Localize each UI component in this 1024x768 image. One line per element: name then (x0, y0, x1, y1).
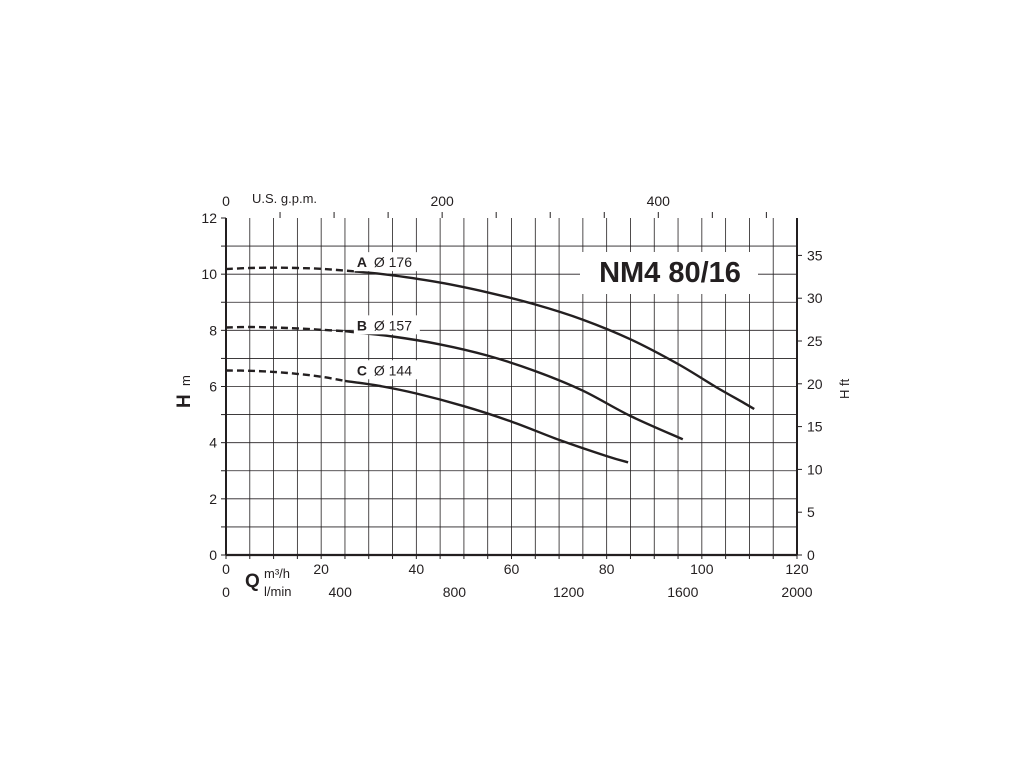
x-tick-label-m3h: 60 (504, 561, 520, 577)
chart-title: NM4 80/16 (599, 257, 741, 289)
top-axis-unit: U.S. g.p.m. (252, 191, 317, 206)
curve-b-dashed (225, 325, 346, 333)
bottom-axis-m3h-unit: m³/h (264, 566, 290, 581)
curve-a-solid (354, 270, 755, 411)
x-tick-label-m3h: 120 (785, 561, 809, 577)
right-axis-title: H ft (837, 378, 852, 399)
series-diameter-a: Ø 176 (374, 254, 412, 270)
x-tick-label-lmin: 400 (329, 584, 353, 600)
series-label-c: C (357, 362, 367, 378)
right-tick-label: 10 (807, 461, 823, 477)
y-tick-label: 4 (209, 435, 217, 451)
top-tick-label-gpm: 400 (647, 193, 671, 209)
right-tick-label: 35 (807, 247, 823, 263)
y-tick-label: 8 (209, 322, 217, 338)
right-tick-label: 25 (807, 333, 823, 349)
series-label-b: B (357, 317, 367, 333)
top-tick-label-gpm: 0 (222, 193, 230, 209)
right-tick-label: 30 (807, 290, 823, 306)
performance-curves (225, 266, 755, 464)
series-diameter-b: Ø 157 (374, 317, 412, 333)
series-label-backdrop (353, 252, 420, 272)
x-tick-label-m3h: 100 (690, 561, 714, 577)
x-tick-label-lmin: 800 (443, 584, 467, 600)
y-tick-label: 0 (209, 547, 217, 563)
series-label-a: A (357, 254, 367, 270)
right-tick-label: 5 (807, 504, 815, 520)
y-tick-label: 12 (201, 210, 217, 226)
x-tick-label-m3h: 20 (313, 561, 329, 577)
y-tick-label: 6 (209, 379, 217, 395)
curve-a-dashed (225, 266, 355, 273)
x-tick-label-lmin: 1600 (667, 584, 698, 600)
right-tick-label: 20 (807, 376, 823, 392)
y-tick-label: 10 (201, 266, 217, 282)
x-tick-label-lmin: 0 (222, 584, 230, 600)
left-axis-h-label: H (174, 394, 195, 408)
x-tick-label-m3h: 40 (409, 561, 425, 577)
x-tick-label-lmin: 2000 (781, 584, 812, 600)
plot-frame (221, 212, 802, 559)
title-backdrop (580, 252, 758, 294)
bottom-axis-lmin-unit: l/min (264, 584, 291, 599)
top-tick-label-gpm: 200 (430, 193, 454, 209)
left-axis-m-unit: m (178, 375, 193, 386)
curve-c-solid (344, 379, 629, 464)
y-tick-label: 2 (209, 491, 217, 507)
series-diameter-c: Ø 144 (374, 362, 412, 378)
curve-c-dashed (225, 369, 346, 383)
chart-grid (226, 218, 797, 555)
left-axis-title: H m (174, 375, 195, 408)
x-tick-label-lmin: 1200 (553, 584, 584, 600)
right-tick-label: 0 (807, 547, 815, 563)
series-label-backdrop (353, 360, 420, 380)
bottom-axis-q-label: Q (245, 571, 260, 592)
x-tick-label-m3h: 80 (599, 561, 615, 577)
right-tick-label: 15 (807, 419, 823, 435)
series-labels: A Ø 176 B Ø 157 C Ø 144 (353, 252, 420, 380)
x-tick-label-m3h: 0 (222, 561, 230, 577)
series-label-backdrop (353, 315, 420, 335)
curve-b-solid (344, 330, 684, 441)
